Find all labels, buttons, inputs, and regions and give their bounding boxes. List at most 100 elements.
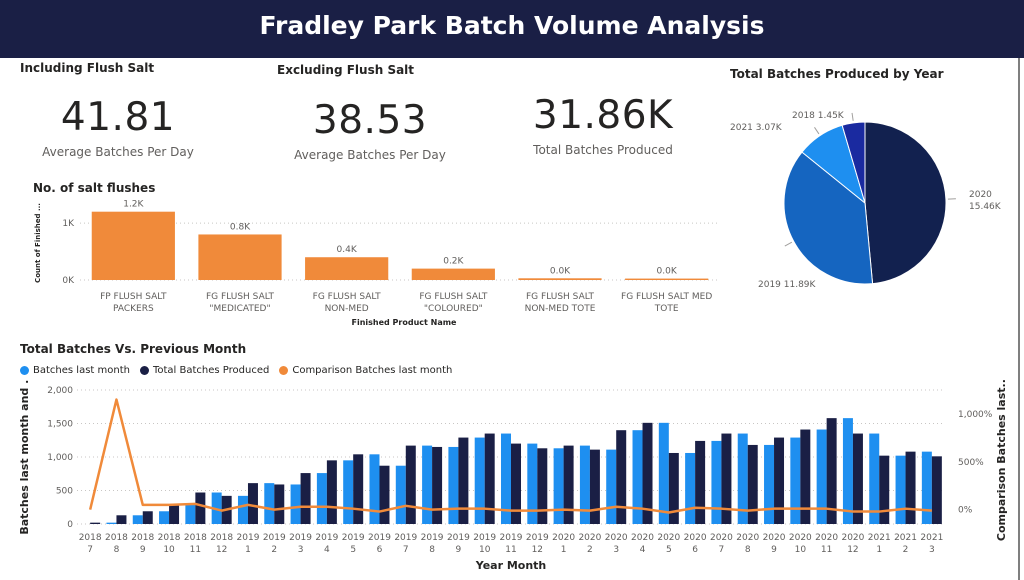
pie-slice-2019 (783, 151, 874, 285)
x-tick-month: 7 (403, 545, 409, 555)
legend-label: Total Batches Produced (152, 365, 270, 376)
x-tick-month: 1 (876, 545, 882, 555)
x-tick-month: 8 (114, 545, 120, 555)
x-tick-month: 2 (903, 545, 909, 555)
x-tick-year: 2019 (342, 533, 365, 543)
salt-bar (411, 268, 495, 280)
bar-total-batches-produced (721, 433, 732, 524)
bar-total-batches-produced (300, 473, 311, 524)
bar-batches-last-month (474, 437, 485, 524)
bar-total-batches-produced (353, 454, 364, 524)
x-tick-month: 9 (771, 545, 777, 555)
x-tick-year: 2019 (394, 533, 417, 543)
pie-slice-label: 2021 3.07K (730, 123, 783, 133)
x-tick-month: 11 (505, 545, 516, 555)
bar-batches-last-month (711, 440, 722, 524)
batches-by-year-pie[interactable]: 2020 15.46K 2019 11.89K 2021 3.07K 2018 1.45… (730, 85, 1015, 315)
salt-bar (305, 257, 389, 280)
y-tick-label: 1K (62, 219, 75, 229)
x-tick-month: 9 (456, 545, 462, 555)
bar-data-label: 0.2K (443, 257, 464, 267)
x-tick-month: 2 (271, 545, 277, 555)
bar-total-batches-produced (326, 460, 337, 524)
y-axis-label: Count of Finished ... (34, 203, 42, 283)
bar-total-batches-produced (879, 455, 890, 524)
x-tick-month: 8 (429, 545, 435, 555)
x-tick-label: FP FLUSH SALT (100, 292, 167, 302)
bar-batches-last-month (579, 445, 590, 524)
pie-slice-label: 2019 11.89K (758, 280, 817, 290)
x-tick-year: 2019 (263, 533, 286, 543)
y-tick-label: 0K (62, 276, 75, 286)
bar-batches-last-month (816, 429, 827, 524)
salt-flush-chart[interactable]: 0K 1K Count of Finished ... 1.2K FP FLUSH SA… (30, 196, 730, 330)
x-tick-month: 5 (666, 545, 672, 555)
bar-total-batches-produced (169, 504, 180, 524)
x-tick-year: 2018 (210, 533, 233, 543)
x-tick-month: 6 (692, 545, 698, 555)
x-tick-month: 8 (745, 545, 751, 555)
legend-comparison-batches[interactable]: Comparison Batches last month (279, 365, 452, 376)
y2-tick-label: 1,000% (958, 410, 993, 420)
x-tick-year: 2020 (710, 533, 733, 543)
excluding-flush-salt-label: Excluding Flush Salt (277, 63, 415, 77)
x-tick-year: 2018 (105, 533, 128, 543)
bar-total-batches-produced (616, 430, 627, 524)
y2-tick-label: 0% (958, 506, 973, 516)
bar-total-batches-produced (484, 433, 495, 524)
bar-total-batches-produced (379, 465, 390, 524)
total-batches-caption: Total Batches Produced (533, 143, 673, 157)
legend-batches-last-month[interactable]: Batches last month (20, 365, 130, 376)
bar-total-batches-produced (642, 422, 653, 524)
monthly-batches-chart[interactable]: 0 500 1,000 1,500 2,000 0% 500% 1,000% Batches l… (15, 380, 1015, 576)
x-tick-month: 10 (163, 545, 175, 555)
bar-total-batches-produced (774, 437, 785, 524)
pie-slice-name: 2018 (792, 111, 818, 121)
x-tick-month: 4 (640, 545, 646, 555)
x-tick-year: 2020 (789, 533, 812, 543)
legend-dot-light-blue (20, 366, 29, 375)
x-tick-year: 2021 (868, 533, 891, 543)
panel-divider (1018, 58, 1020, 580)
bar-data-label: 0.0K (657, 267, 678, 277)
legend-dot-orange (279, 366, 289, 375)
legend-label: Batches last month (33, 365, 130, 376)
excl-avg-batches-value: 38.53 (312, 98, 428, 143)
x-tick-month: 10 (479, 545, 491, 555)
x-tick-year: 2020 (815, 533, 838, 543)
pie-slice-name: 2019 (758, 280, 784, 290)
pie-slice-name: 2021 (730, 123, 756, 133)
incl-avg-batches-value: 41.81 (60, 95, 176, 140)
monthly-chart-title: Total Batches Vs. Previous Month (20, 342, 247, 356)
excl-avg-batches-caption: Average Batches Per Day (294, 148, 446, 162)
bar-data-label: 0.8K (230, 222, 251, 232)
x-tick-year: 2019 (421, 533, 444, 543)
bar-batches-last-month (106, 522, 117, 524)
bar-total-batches-produced (852, 433, 863, 524)
bar-total-batches-produced (195, 492, 206, 524)
bar-data-label: 0.0K (550, 266, 571, 276)
salt-bar (198, 234, 282, 280)
x-tick-month: 12 (216, 545, 227, 555)
x-axis-label: Finished Product Name (352, 318, 458, 327)
dashboard-header: Fradley Park Batch Volume Analysis (0, 0, 1024, 58)
pie-slice-value: 3.07K (756, 123, 783, 133)
bar-batches-last-month (553, 448, 564, 524)
x-tick-year: 2021 (894, 533, 917, 543)
legend-dot-navy (139, 366, 149, 375)
bar-total-batches-produced (142, 511, 153, 524)
bar-total-batches-produced (511, 443, 521, 524)
legend-total-batches-produced[interactable]: Total Batches Produced (139, 365, 270, 376)
x-tick-year: 2018 (184, 533, 207, 543)
x-tick-month: 7 (87, 545, 93, 555)
dashboard-title: Fradley Park Batch Volume Analysis (259, 11, 765, 40)
bar-batches-last-month (448, 446, 459, 524)
y2-axis-label: Comparison Batches last... (995, 380, 1008, 541)
bar-batches-last-month (921, 451, 932, 524)
x-tick-year: 2018 (79, 533, 102, 543)
bar-batches-last-month (343, 460, 354, 524)
bar-batches-last-month (185, 504, 196, 524)
bar-batches-last-month (159, 511, 170, 524)
bar-total-batches-produced (668, 452, 679, 524)
pie-chart-title: Total Batches Produced by Year (730, 67, 944, 81)
